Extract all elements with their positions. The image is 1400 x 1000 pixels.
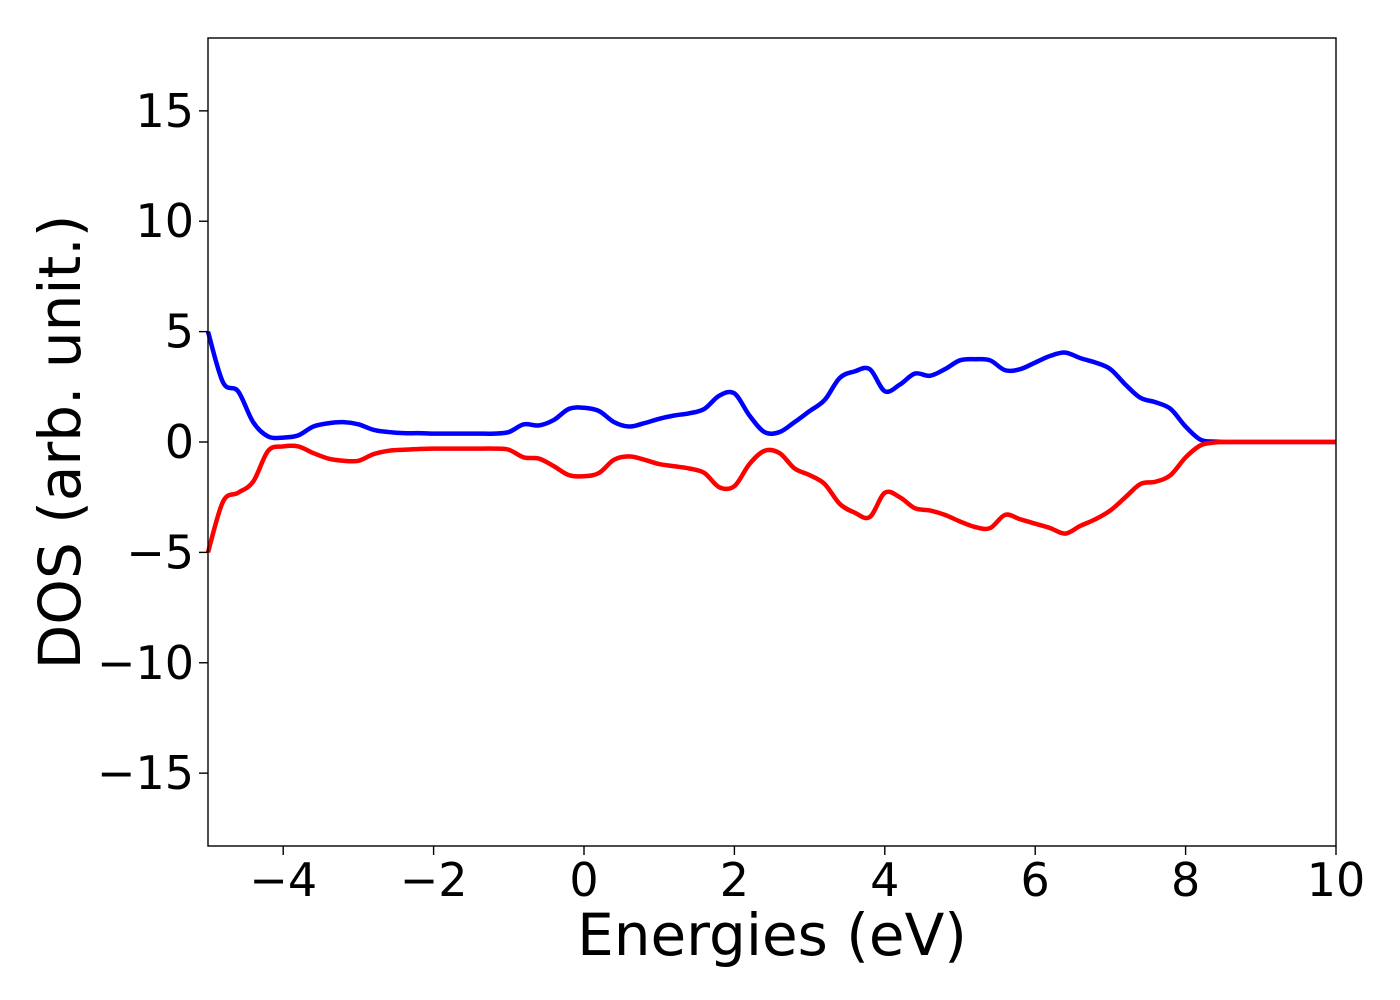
x-axis: −4 −2 0 2 4 6 8 10: [249, 846, 1365, 907]
x-tick-label: −2: [400, 853, 468, 907]
y-tick-label: 0: [165, 415, 194, 469]
y-axis: −15 −10 −5 0 5 10 15: [97, 84, 208, 800]
y-tick-label: 15: [135, 84, 194, 138]
x-tick-label: 4: [870, 853, 899, 907]
x-tick-label: 6: [1021, 853, 1050, 907]
y-tick-label: −10: [97, 636, 194, 690]
x-axis-label: Energies (eV): [577, 901, 967, 969]
plot-frame: [207, 37, 1337, 847]
y-tick-label: 10: [135, 194, 194, 248]
y-tick-label: −15: [97, 746, 194, 800]
x-tick-label: −4: [249, 853, 317, 907]
y-axis-label: DOS (arb. unit.): [26, 215, 94, 670]
series-line-0: [205, 330, 1336, 445]
y-tick-label: −5: [126, 525, 194, 579]
y-tick-label: 5: [165, 305, 194, 359]
x-tick-label: 8: [1171, 853, 1200, 907]
x-tick-label: 10: [1307, 853, 1366, 907]
x-tick-label: 2: [720, 853, 749, 907]
series-lines: [205, 330, 1336, 554]
x-tick-label: 0: [569, 853, 598, 907]
series-line-1: [205, 439, 1336, 554]
